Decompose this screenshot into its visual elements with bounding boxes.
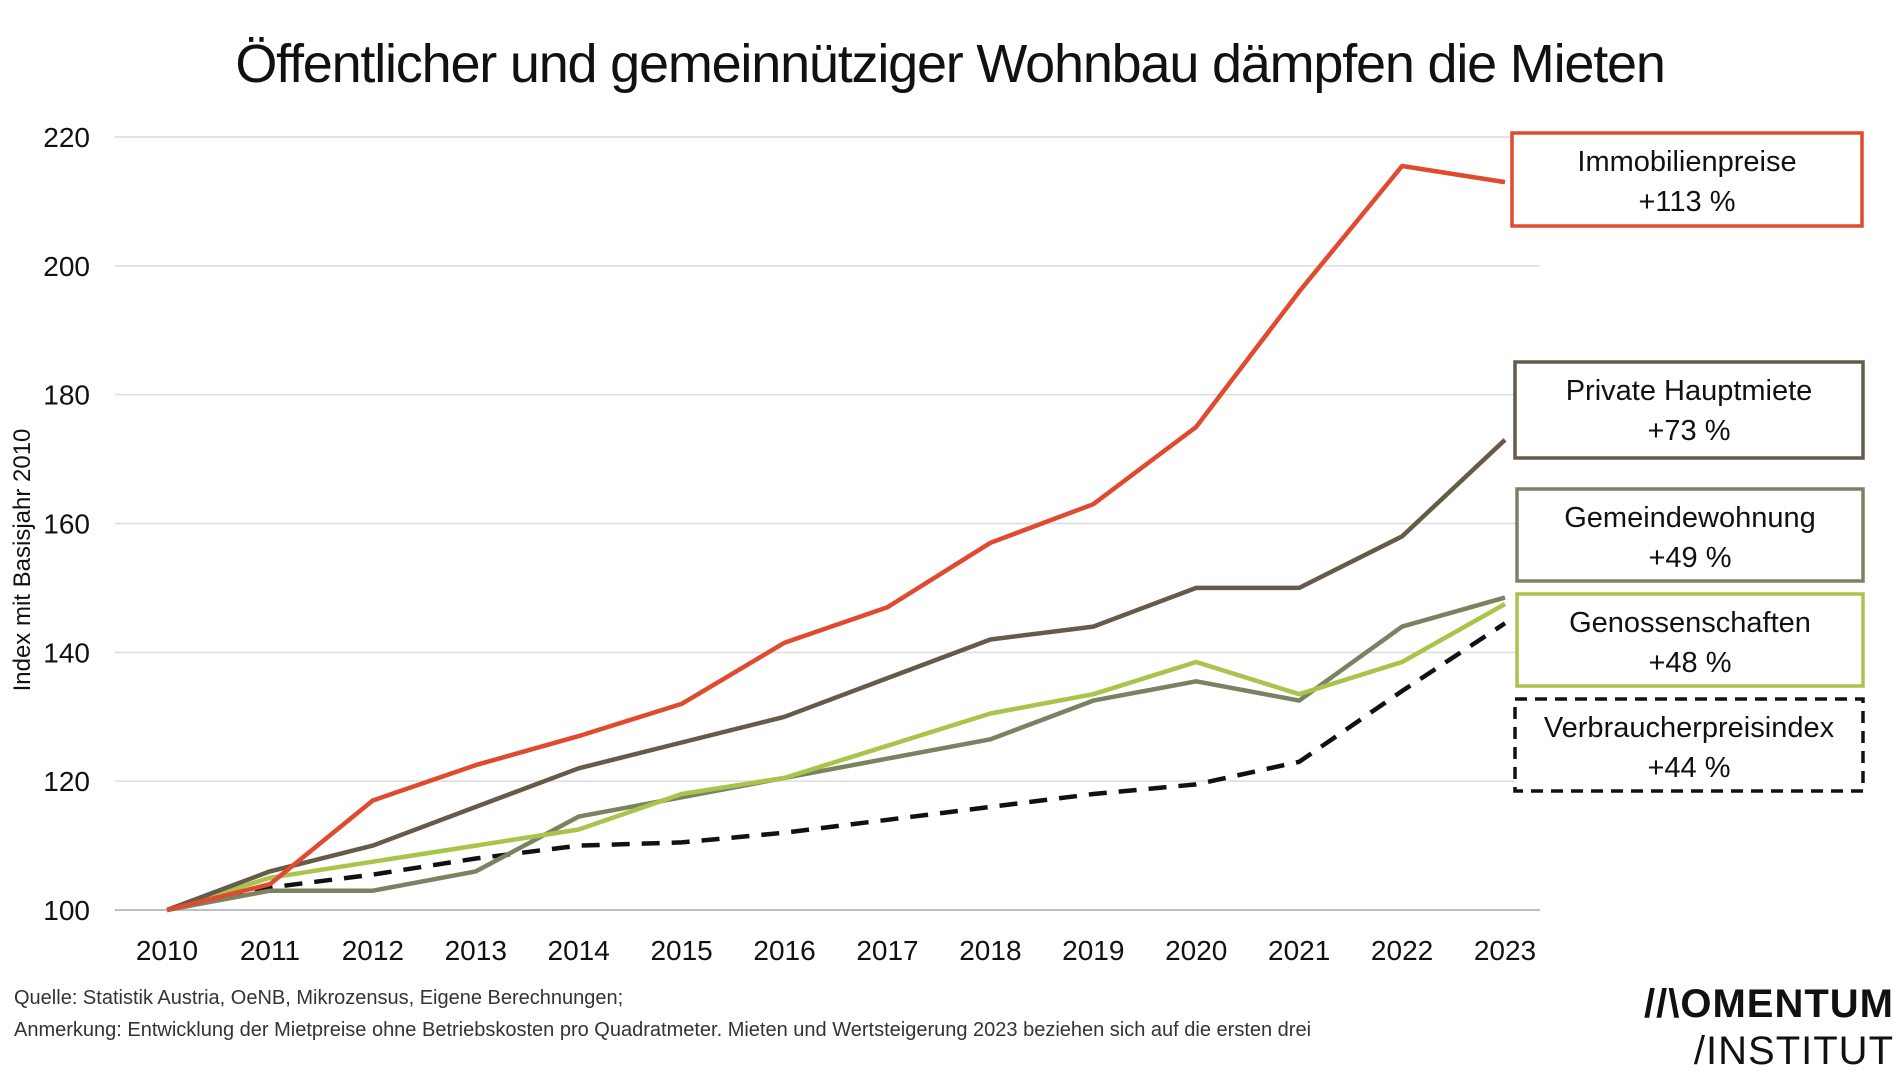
- legend-change: +44 %: [1647, 752, 1730, 784]
- series-line-immobilienpreise: [166, 163, 1506, 913]
- y-tick-label: 160: [43, 509, 90, 540]
- legend-label: Verbraucherpreisindex: [1544, 712, 1835, 744]
- logo: //\OMENTUM /INSTITUT: [1644, 982, 1894, 1073]
- y-tick-label: 200: [43, 251, 90, 282]
- legend-label: Genossenschaften: [1569, 607, 1811, 639]
- logo-line2: /INSTITUT: [1694, 1029, 1894, 1073]
- series-line-gemeindewohnung: [166, 595, 1506, 913]
- x-tick-label: 2017: [856, 935, 918, 966]
- x-tick-label: 2015: [650, 935, 712, 966]
- series-line-private-hauptmiete: [166, 438, 1507, 913]
- x-tick-label: 2018: [959, 935, 1021, 966]
- x-tick-label: 2021: [1268, 935, 1330, 966]
- legend-label: Private Hauptmiete: [1566, 375, 1813, 407]
- y-tick-label: 140: [43, 637, 90, 668]
- x-tick-label: 2014: [548, 935, 610, 966]
- logo-line1: //\OMENTUM: [1644, 982, 1894, 1026]
- legend-change: +113 %: [1638, 186, 1735, 218]
- legend-box-immobilienpreise: Immobilienpreise +113 %: [1510, 131, 1864, 228]
- series-line-verbraucherpreisindex: [166, 621, 1507, 913]
- x-tick-label: 2023: [1474, 935, 1536, 966]
- series-line-genossenschaften: [166, 602, 1507, 913]
- y-tick-label: 180: [43, 380, 90, 411]
- x-tick-label: 2020: [1165, 935, 1227, 966]
- y-tick-label: 100: [43, 895, 90, 926]
- legend-box-genossenschaften: Genossenschaften +48 %: [1515, 592, 1865, 688]
- x-tick-label: 2012: [342, 935, 404, 966]
- footer-note: Anmerkung: Entwicklung der Mietpreise oh…: [14, 1019, 1311, 1041]
- y-axis-label: Index mit Basisjahr 2010: [9, 429, 36, 692]
- chart-title: Öffentlicher und gemeinnütziger Wohnbau …: [235, 34, 1666, 94]
- legend-change: +48 %: [1648, 647, 1731, 679]
- legend-change: +49 %: [1648, 542, 1731, 574]
- legend-box-private-hauptmiete: Private Hauptmiete +73 %: [1513, 360, 1865, 460]
- legend-label: Immobilienpreise: [1577, 146, 1796, 178]
- x-tick-label: 2016: [753, 935, 815, 966]
- legend-change: +73 %: [1647, 415, 1730, 447]
- x-tick-label: 2011: [240, 935, 300, 966]
- legend-box-verbraucherpreisindex: Verbraucherpreisindex +44 %: [1513, 697, 1865, 793]
- x-tick-label: 2010: [136, 935, 198, 966]
- legend-box-gemeindewohnung: Gemeindewohnung +49 %: [1515, 487, 1865, 583]
- footer-source: Quelle: Statistik Austria, OeNB, Mikroze…: [14, 987, 623, 1009]
- legend-label: Gemeindewohnung: [1564, 502, 1816, 534]
- x-tick-label: 2022: [1371, 935, 1433, 966]
- x-tick-label: 2013: [445, 935, 507, 966]
- y-tick-label: 220: [43, 122, 90, 153]
- y-tick-label: 120: [43, 766, 90, 797]
- x-tick-label: 2019: [1062, 935, 1124, 966]
